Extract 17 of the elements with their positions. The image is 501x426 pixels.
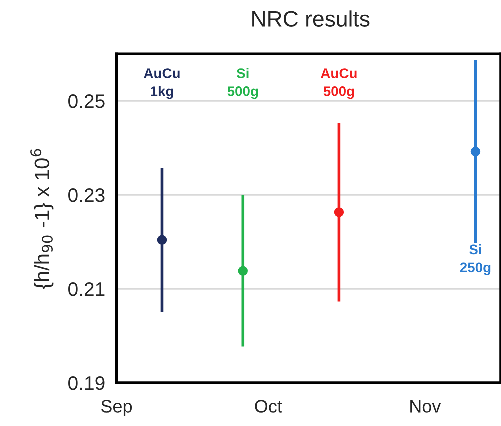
text: Si 500g bbox=[228, 68, 258, 100]
y-tick-label: 0.19 bbox=[68, 376, 105, 390]
y-axis-title: {h/h$_{90}$ -1} x 10$^{6}$ bbox=[30, 149, 54, 290]
point bbox=[238, 266, 248, 276]
point bbox=[157, 235, 168, 246]
y-tick-label: 0.21 bbox=[68, 282, 105, 296]
chart-title: NRC results bbox=[252, 10, 370, 27]
text: AuCu 1kg bbox=[144, 68, 180, 100]
y-tick-label: 0.25 bbox=[68, 94, 105, 108]
point bbox=[334, 208, 344, 218]
x-tick-label: Sep bbox=[101, 400, 132, 416]
text: AuCu 500g bbox=[321, 68, 357, 100]
text: Si 250g bbox=[460, 244, 491, 276]
point bbox=[470, 146, 481, 157]
y-tick-label: 0.23 bbox=[68, 188, 105, 202]
x-tick-label: Nov bbox=[410, 400, 442, 413]
x-tick-label: Oct bbox=[255, 400, 282, 413]
